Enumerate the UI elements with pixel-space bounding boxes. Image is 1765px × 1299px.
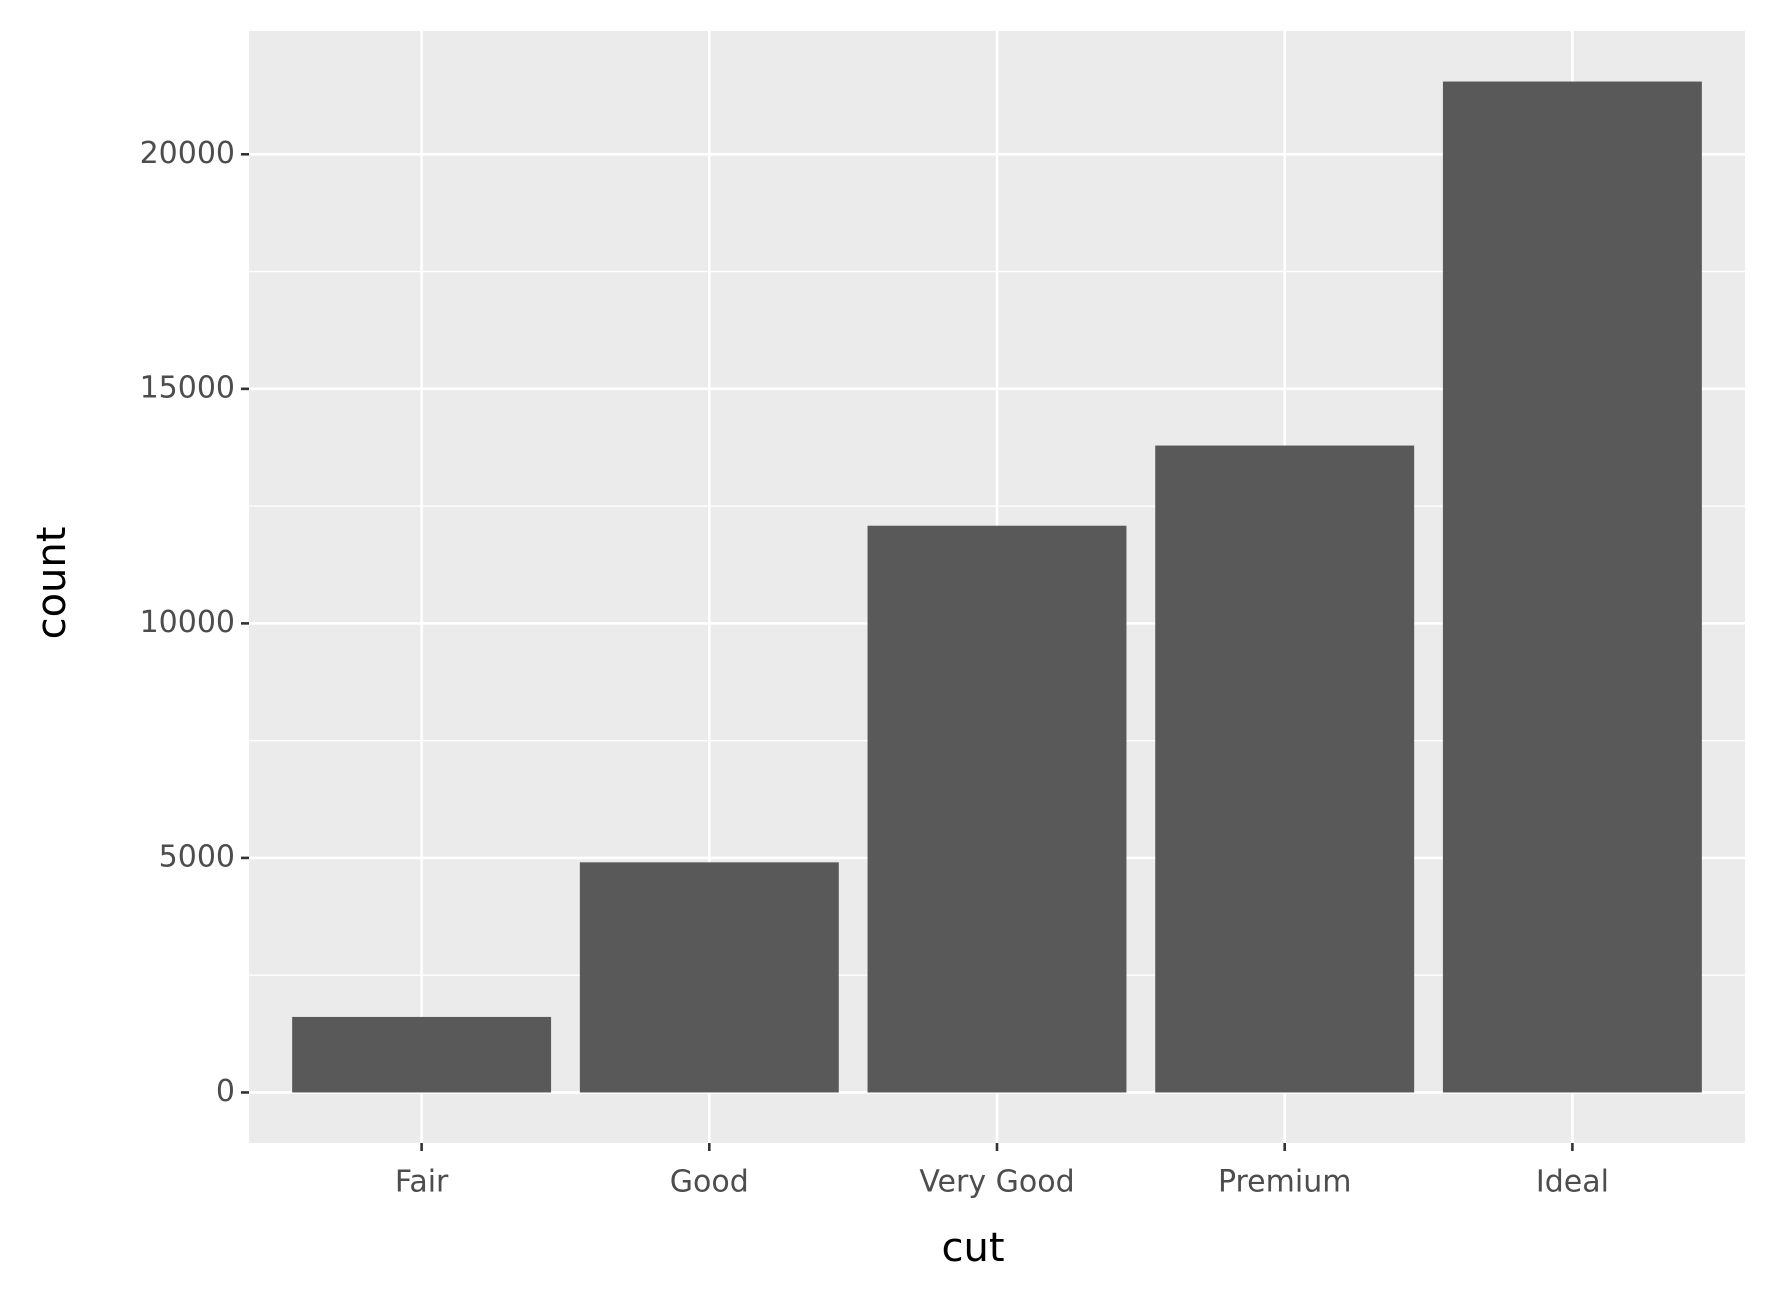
bars — [292, 81, 1702, 1093]
y-tick-label: 15000 — [140, 370, 235, 405]
y-tick-label: 5000 — [159, 839, 235, 874]
x-tick-label: Fair — [395, 1165, 449, 1200]
y-tick-label: 0 — [216, 1074, 235, 1109]
x-tick-label: Premium — [1218, 1165, 1352, 1200]
y-tick-label: 10000 — [140, 605, 235, 640]
x-tick-label: Ideal — [1536, 1165, 1609, 1200]
bar — [1442, 81, 1702, 1093]
bar — [867, 525, 1127, 1093]
y-axis-title: count — [29, 527, 75, 640]
bar — [579, 862, 839, 1093]
bar — [1155, 445, 1415, 1093]
bar — [292, 1016, 552, 1093]
y-tick-label: 20000 — [140, 136, 235, 171]
x-tick-label: Very Good — [919, 1165, 1074, 1200]
x-axis-title: cut — [941, 1225, 1004, 1271]
x-tick-label: Good — [670, 1165, 749, 1200]
